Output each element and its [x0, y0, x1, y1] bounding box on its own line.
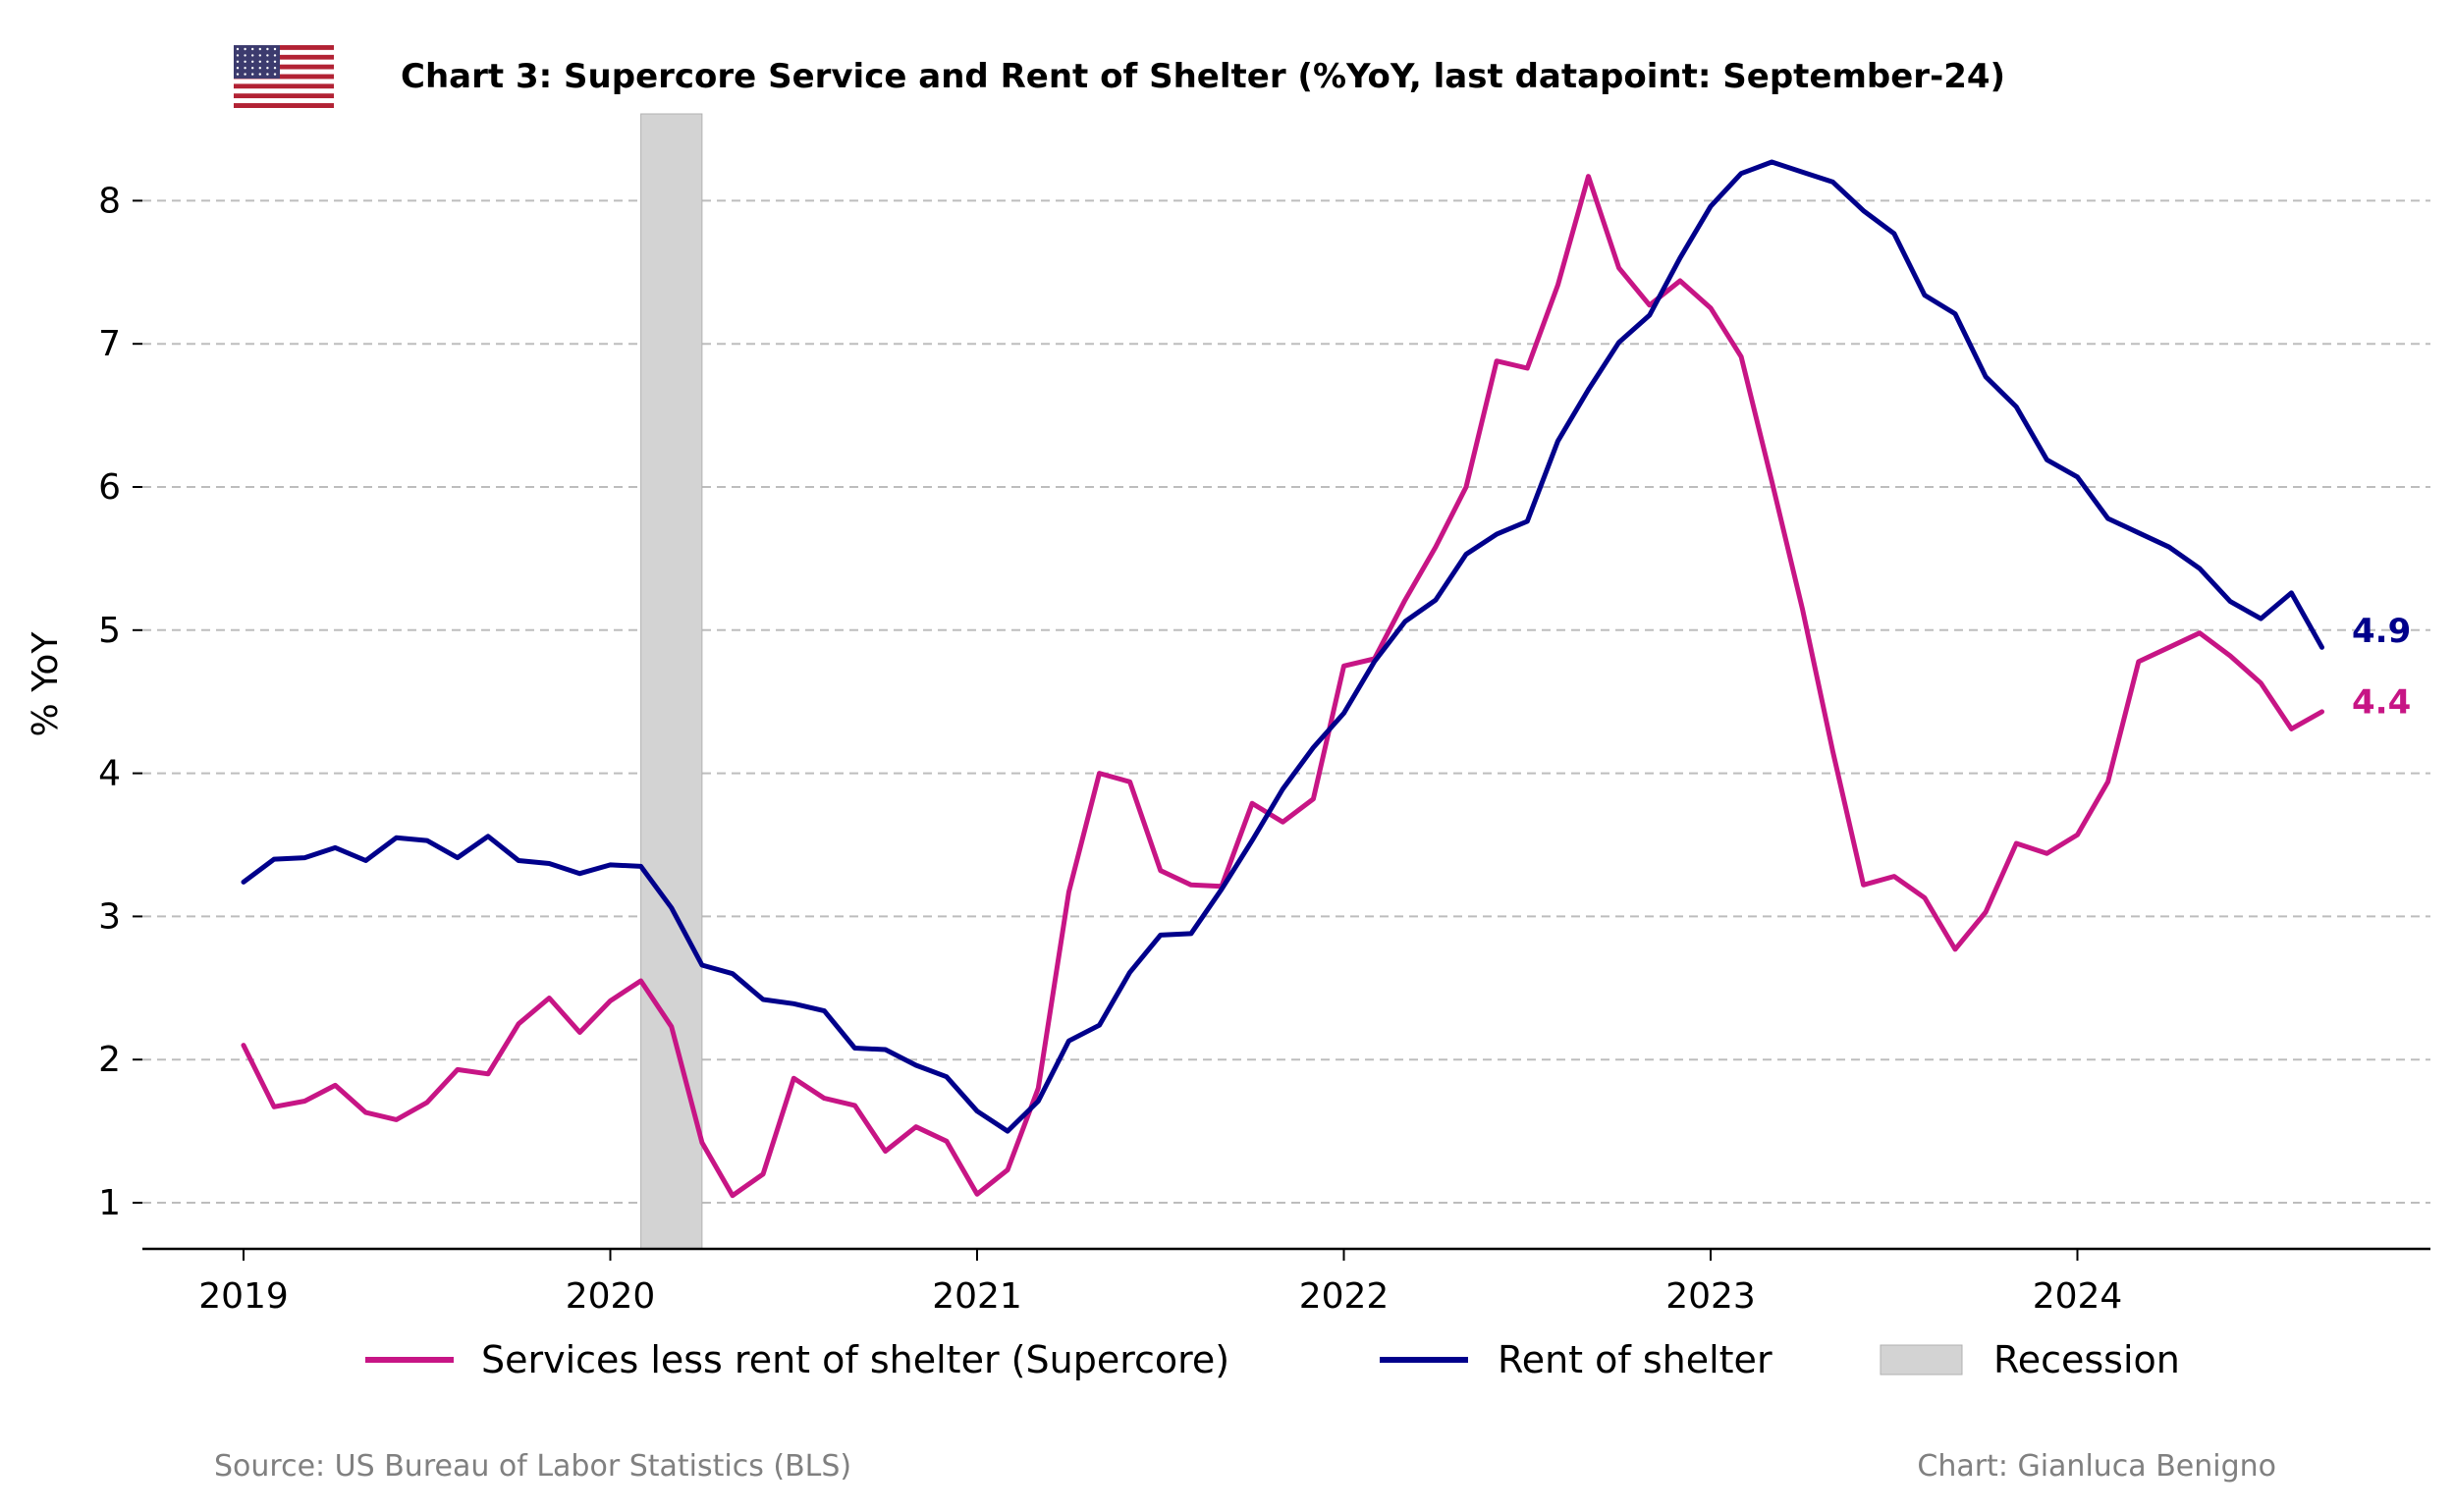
y-axis-ticks: 1 2 3 4 5 6 7 8 — [98, 181, 142, 1223]
flag-star — [236, 54, 240, 57]
flag-star — [273, 67, 277, 70]
flag-stripe — [234, 49, 334, 55]
flag-star — [236, 73, 240, 76]
flag-star — [266, 73, 269, 76]
flag-star — [251, 47, 254, 51]
flag-star — [266, 67, 269, 70]
series-line-rent — [241, 159, 2324, 1134]
end-label-supercore: 4.4 — [2352, 683, 2411, 723]
legend: Services less rent of shelter (Supercore… — [365, 1338, 2180, 1381]
y-tick-label: 7 — [98, 324, 121, 364]
flag-star — [273, 60, 277, 63]
flag-star — [251, 60, 254, 63]
series-line-supercore — [241, 174, 2324, 1199]
end-labels: 4.4 4.9 — [2352, 612, 2411, 723]
chart-credit: Chart: Gianluca Benigno — [1917, 1449, 2276, 1484]
flag-star — [244, 60, 246, 63]
flag-star — [258, 54, 261, 57]
flag-star — [273, 54, 277, 57]
y-tick-label: 1 — [98, 1183, 121, 1223]
end-label-rent: 4.9 — [2352, 612, 2411, 651]
flag-star — [258, 73, 261, 76]
flag-star — [273, 73, 277, 76]
x-axis-ticks: 2019 2020 2021 2022 2023 2024 — [198, 1249, 2122, 1317]
y-tick-label: 4 — [98, 754, 121, 794]
flag-star — [244, 54, 246, 57]
flag-stripe — [234, 59, 334, 65]
flag-star — [266, 47, 269, 51]
flag-star — [251, 67, 254, 70]
flag-star — [266, 54, 269, 57]
flag-star — [266, 60, 269, 63]
flag-stripe — [234, 69, 334, 75]
y-tick-label: 8 — [98, 181, 121, 221]
flag-star — [236, 60, 240, 63]
flag-star — [258, 60, 261, 63]
flag-star — [236, 67, 240, 70]
chart-title: Chart 3: Supercore Service and Rent of S… — [401, 57, 2005, 96]
flag-star — [251, 54, 254, 57]
flag-star — [258, 47, 261, 51]
x-tick-label: 2023 — [1665, 1276, 1756, 1317]
gridlines — [142, 199, 2430, 1204]
flag-stripe — [234, 54, 334, 60]
y-axis-label: % YoY — [26, 631, 66, 737]
x-tick-label: 2022 — [1299, 1276, 1390, 1317]
flag-star — [244, 47, 246, 51]
flag-star — [273, 47, 277, 51]
y-tick-label: 2 — [98, 1040, 121, 1080]
y-tick-label: 5 — [98, 611, 121, 651]
flag-stripe — [234, 88, 334, 94]
legend-label-recession: Recession — [1993, 1338, 2180, 1381]
flag-stripe — [234, 103, 334, 108]
flag-star — [251, 73, 254, 76]
x-tick-label: 2020 — [566, 1276, 656, 1317]
flag-stripe — [234, 74, 334, 80]
legend-swatch-recession — [1880, 1344, 1963, 1376]
legend-label-rent: Rent of shelter — [1498, 1338, 1772, 1381]
legend-label-supercore: Services less rent of shelter (Supercore… — [481, 1338, 1229, 1381]
y-tick-label: 3 — [98, 896, 121, 937]
flag-stripe — [234, 45, 334, 50]
flag-star — [236, 47, 240, 51]
x-tick-label: 2024 — [2033, 1276, 2123, 1317]
flag-stripe — [234, 93, 334, 99]
flag-stripe — [234, 79, 334, 84]
series-layer — [241, 159, 2324, 1199]
flag-star — [244, 67, 246, 70]
us-flag-icon — [234, 45, 334, 108]
flag-stripe — [234, 64, 334, 70]
flag-star — [258, 67, 261, 70]
x-tick-label: 2021 — [932, 1276, 1022, 1317]
x-tick-label: 2019 — [198, 1276, 289, 1317]
y-tick-label: 6 — [98, 467, 121, 508]
flag-star — [244, 73, 246, 76]
flag-stripe — [234, 98, 334, 104]
source-note: Source: US Bureau of Labor Statistics (B… — [214, 1449, 851, 1484]
recession-band — [640, 113, 703, 1250]
flag-stripe — [234, 83, 334, 89]
